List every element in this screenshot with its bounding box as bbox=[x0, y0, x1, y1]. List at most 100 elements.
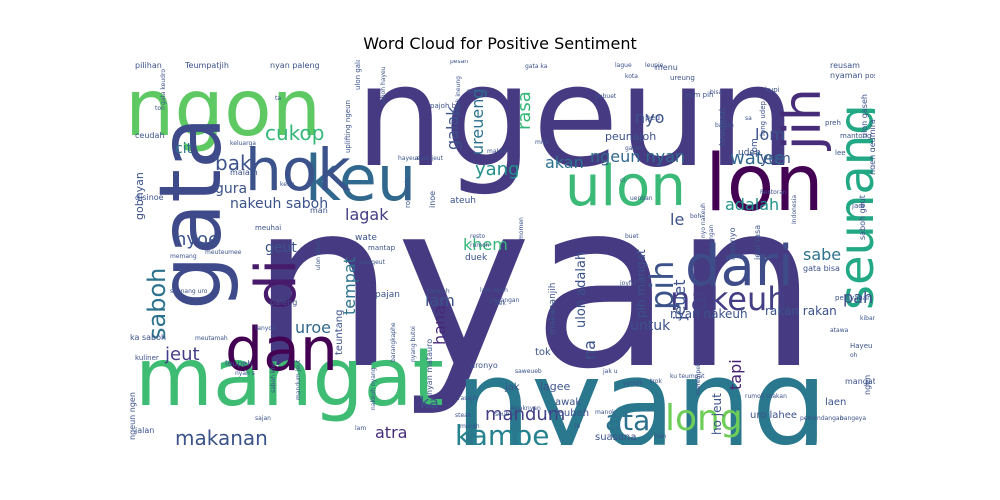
word-tanyoe: tanyoe bbox=[255, 325, 276, 332]
word-barangkaphe: barangkaphe bbox=[390, 322, 397, 362]
word-peunajoh: peunajoh bbox=[605, 130, 656, 143]
word-ngeun-ngen: ngeun ngen bbox=[128, 392, 137, 440]
word-lagee: lagee bbox=[540, 380, 571, 393]
word-untuk: untuk bbox=[630, 318, 671, 334]
word-pah: pah bbox=[843, 288, 873, 307]
word-han: han bbox=[655, 433, 666, 440]
word-oh: oh bbox=[850, 352, 858, 359]
word-tapajoh: tapajoh bbox=[427, 288, 450, 295]
word-preh: preh bbox=[825, 119, 841, 127]
word-cit: cit bbox=[175, 141, 193, 157]
word-keuh: keuh bbox=[280, 181, 295, 188]
word-murah: murah bbox=[460, 423, 480, 430]
word-mandum-jeut: mandum jeut bbox=[295, 359, 302, 400]
word-teumpatjih: Teumpatjih bbox=[184, 61, 229, 70]
word-lom: lom bbox=[755, 125, 785, 144]
word-long-udep: long udep bbox=[759, 100, 767, 136]
word-akan: akan bbox=[545, 153, 584, 172]
word-tok: tok bbox=[535, 347, 551, 358]
word-geut: geut bbox=[265, 240, 297, 256]
word-jak-u: jak u bbox=[602, 368, 618, 375]
word-bagah: bagah bbox=[715, 122, 734, 129]
word-sa: sa bbox=[745, 115, 752, 122]
word-gobnyan: gobnyan bbox=[133, 172, 146, 220]
word-yum-pih: yum pih bbox=[685, 91, 713, 99]
word-teumpat: teumpat bbox=[718, 107, 728, 146]
word-kupi: kupi bbox=[765, 86, 780, 94]
word-khem: khem bbox=[463, 235, 508, 254]
word-makes: makes bbox=[487, 148, 507, 155]
word-steak: steak bbox=[455, 412, 472, 419]
word-jeut: jeut bbox=[164, 344, 200, 365]
word-gata-ka: gata ka bbox=[525, 63, 548, 70]
word-ku-teumpat: ku teumpat bbox=[670, 373, 705, 380]
word-laen: laen bbox=[825, 397, 846, 408]
word-mangat-dan: mangat dan bbox=[845, 377, 875, 386]
word-peu: peu bbox=[645, 113, 660, 122]
word-sajan: sajan bbox=[255, 415, 271, 422]
word-teuntang: teuntang bbox=[334, 310, 345, 355]
word-ulon-adalah: ulon adalah bbox=[574, 252, 589, 328]
word-ton: ton bbox=[155, 105, 165, 112]
word-indonesia: Indonesia bbox=[791, 195, 798, 224]
word-nyan-nakeuh: nyan nakeuh bbox=[670, 307, 748, 321]
word-restoran: Restoran bbox=[760, 189, 787, 196]
word-pasangan: pasangan bbox=[490, 297, 520, 304]
word-nyo: nyo bbox=[635, 108, 664, 127]
word-yumjih: yumjih bbox=[623, 380, 644, 387]
word-mita: mita bbox=[535, 139, 549, 146]
word-tempat: tempat bbox=[340, 257, 359, 315]
word-cukop: cukop bbox=[265, 121, 324, 145]
word-akan-jeut: akan jeut bbox=[415, 155, 444, 162]
word-saboh-khem: saboh khem bbox=[270, 356, 277, 393]
word-watee: watee bbox=[730, 148, 785, 169]
word-ngen: ngen bbox=[863, 375, 872, 395]
word-ureung: ureung bbox=[670, 74, 695, 82]
word-lam: lam bbox=[355, 425, 366, 432]
word-buet: buet bbox=[625, 233, 639, 240]
word-pajan: pajan bbox=[375, 290, 400, 300]
word-lam: lam bbox=[425, 291, 455, 310]
word-momen: momen bbox=[518, 217, 525, 240]
word-gata-keudro: gata keudro bbox=[160, 69, 167, 105]
word-ulon-galak: ulon galak bbox=[354, 60, 362, 90]
word-pilihan: pilihan bbox=[135, 61, 162, 70]
word-ngen-geumira: ngen geumira bbox=[868, 119, 875, 175]
word-lagak: lagak bbox=[345, 205, 389, 224]
word-lon: lon bbox=[705, 139, 824, 229]
word-meuhai: meuhai bbox=[255, 224, 281, 232]
word-atawa: atawa bbox=[830, 327, 849, 334]
word-uplifting-ngeun: uplifting ngeun bbox=[344, 100, 352, 153]
word-keluarga: keluarga bbox=[230, 140, 256, 147]
word-yum: yum bbox=[760, 151, 791, 167]
word-le: le bbox=[575, 423, 581, 430]
word-uro-lahee: uro lahee bbox=[750, 410, 797, 421]
word-jeut-rasa: jeut rasa bbox=[753, 225, 762, 261]
word-nyan-paleng: nyan paleng bbox=[270, 61, 320, 70]
word-udep: udep bbox=[738, 148, 761, 158]
word-kota: kota bbox=[625, 73, 638, 80]
word-saboh-geut: saboh geut bbox=[858, 195, 867, 240]
word-boh: boh bbox=[690, 213, 701, 220]
word-hok: hok bbox=[245, 136, 351, 204]
word-reusam: reusam bbox=[830, 61, 860, 70]
word-galak: galak bbox=[443, 106, 462, 150]
word-ngon: ngon bbox=[125, 64, 321, 154]
word-rasajih: rasajih bbox=[458, 395, 478, 402]
word-yang: yang bbox=[475, 159, 520, 180]
word-lee: lee bbox=[835, 149, 846, 157]
word-nakeuh: nakeuh bbox=[670, 280, 788, 318]
word-ulon-piket: ulon piket bbox=[315, 240, 322, 270]
word-pajoh-bu: pajoh bu bbox=[430, 102, 461, 110]
word-malam: malam bbox=[230, 168, 258, 177]
word-ureueng: ureueng bbox=[468, 89, 487, 156]
word-peunandangan: peunandangan bbox=[708, 225, 715, 270]
word-leubeh: leubeh bbox=[555, 408, 589, 419]
word-nakeuh-saboh: nakeuh saboh bbox=[230, 196, 328, 212]
word-gaseh: gaseh bbox=[625, 145, 643, 152]
word-peugeut: peugeut bbox=[360, 259, 386, 266]
word-seunang: seunang bbox=[829, 104, 875, 310]
word-uronyo: uronyo bbox=[470, 361, 498, 370]
word-paleng: paleng bbox=[270, 298, 297, 307]
